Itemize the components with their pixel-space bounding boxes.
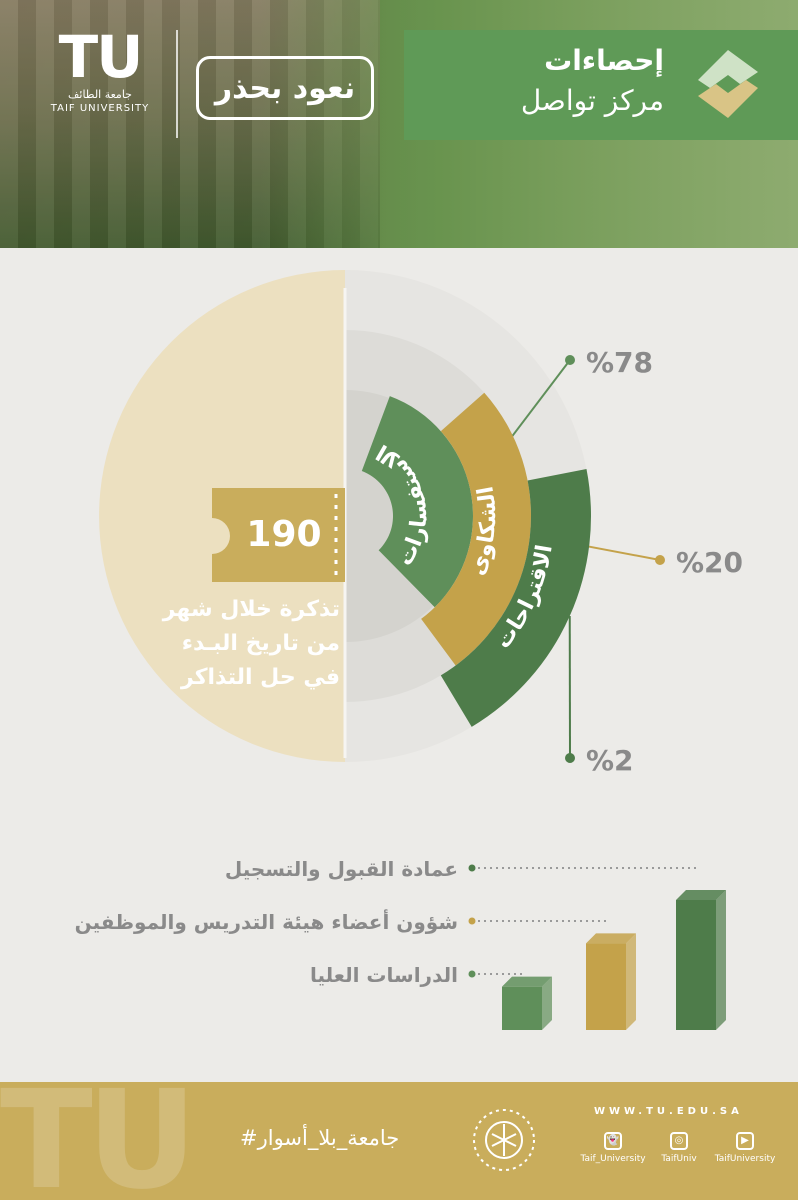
footer-social-snapchat[interactable]: 👻 Taif_University	[580, 1132, 646, 1164]
bar-top	[502, 976, 552, 987]
bar-side	[626, 933, 636, 1030]
bar	[502, 986, 542, 1030]
footer-social-handle: TaifUniv	[661, 1154, 697, 1164]
bar-leader-dot	[468, 917, 476, 925]
footer-social-handle: TaifUniversity	[714, 1154, 776, 1164]
tawasul-logo-icon	[698, 50, 758, 118]
bar-category-label: شؤون أعضاء هيئة التدريس والموظفين	[75, 908, 458, 934]
footer-social-handle: Taif_University	[580, 1154, 646, 1164]
bar-side	[716, 890, 726, 1030]
university-logo: TU جامعة الطائف TAIF UNIVERSITY	[44, 26, 156, 116]
ticket-caption-2: من تاريخ البـدء	[182, 631, 340, 656]
logo-arabic: جامعة الطائف	[68, 88, 132, 101]
bar-side	[542, 976, 552, 1030]
bar-category-label: الدراسات العليا	[310, 963, 458, 987]
instagram-icon: ◎	[670, 1132, 688, 1150]
ticket-caption-1: تذكرة خلال شهر	[162, 597, 340, 622]
bar-category-label: عمادة القبول والتسجيل	[225, 857, 458, 881]
footer-social-instagram[interactable]: ◎ TaifUniv	[646, 1132, 712, 1164]
logo-letters: TU	[58, 23, 144, 91]
bar-top	[676, 890, 726, 900]
footer-social-youtube-twitter[interactable]: ▶ TaifUniversity	[712, 1132, 778, 1164]
page-subtitle: مركز تواصل	[520, 84, 664, 117]
callout-dot	[565, 355, 575, 365]
bar-top	[586, 933, 636, 944]
snapchat-icon: 👻	[604, 1132, 622, 1150]
pie-value-label: %2	[586, 744, 634, 777]
footer: TU #جامعة_بلا_أسوار WWW.TU.EDU.SA 👻 Taif…	[0, 1062, 798, 1200]
bar-leader-dot	[468, 970, 476, 978]
pie-value-label: %78	[586, 346, 653, 379]
callout-dot	[655, 555, 665, 565]
ticket-caption-3: في حل التذاكر	[180, 665, 340, 690]
header-banner: TU جامعة الطائف TAIF UNIVERSITY نعود بحذ…	[0, 0, 798, 248]
bar	[676, 900, 716, 1030]
title-panel: إحصاءات مركز تواصل	[404, 30, 798, 140]
saudi-vision-emblem-icon	[473, 1109, 535, 1171]
footer-hashtag: #جامعة_بلا_أسوار	[240, 1126, 400, 1150]
page-title: إحصاءات	[544, 44, 664, 77]
youtube-twitter-icon: ▶	[736, 1132, 754, 1150]
pie-value-label: %20	[676, 546, 743, 579]
footer-logo: TU	[0, 1062, 197, 1200]
pie-segment	[440, 469, 591, 727]
bar-leader-dot	[468, 864, 476, 872]
pie-segment	[421, 392, 531, 666]
pie-segment	[361, 396, 474, 608]
logo-divider	[176, 30, 178, 138]
slogan-badge: نعود بحذر	[196, 56, 374, 120]
ticket-count: 190	[246, 514, 321, 555]
callout-dot	[565, 753, 575, 763]
ticket-shape	[212, 488, 345, 582]
footer-website[interactable]: WWW.TU.EDU.SA	[594, 1106, 743, 1117]
bar	[586, 943, 626, 1030]
logo-english: TAIF UNIVERSITY	[50, 103, 150, 114]
